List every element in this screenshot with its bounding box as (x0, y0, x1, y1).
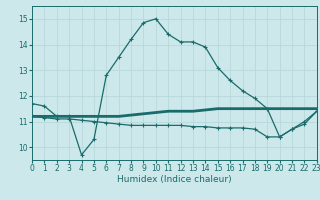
X-axis label: Humidex (Indice chaleur): Humidex (Indice chaleur) (117, 175, 232, 184)
